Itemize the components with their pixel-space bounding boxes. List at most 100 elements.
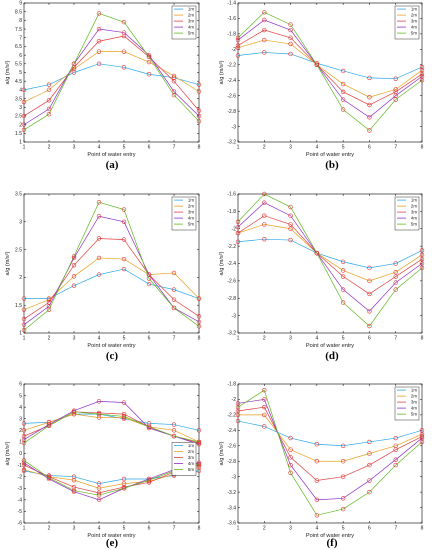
data-point bbox=[21, 467, 27, 472]
series-line-5m bbox=[237, 11, 423, 131]
data-point bbox=[171, 305, 177, 311]
data-point bbox=[262, 404, 267, 410]
y-tick-label: -3.4 bbox=[227, 505, 236, 511]
series-line-5m bbox=[23, 460, 200, 496]
data-point bbox=[121, 400, 127, 405]
legend-item-label: 2m bbox=[411, 394, 417, 399]
legend-item-label: 4m bbox=[188, 461, 194, 466]
y-tick-label: 1 bbox=[19, 440, 22, 446]
data-point bbox=[419, 439, 425, 445]
data-point bbox=[340, 300, 346, 305]
data-point bbox=[196, 82, 202, 87]
data-point bbox=[288, 462, 293, 468]
x-tick-label: 8 bbox=[198, 336, 201, 342]
y-tick-label: 7 bbox=[19, 35, 22, 41]
plot-area bbox=[237, 2, 423, 143]
data-point bbox=[96, 214, 102, 219]
legend-item-label: 3m bbox=[411, 210, 417, 215]
chart-panel-5: 1 2 3 4 5 6 7 8 -6 -5 -4 -3 -2 -1 0 1 2 3 4 5 6 Point of wate… bbox=[5, 382, 202, 549]
legend-item-label: 4m bbox=[411, 216, 417, 221]
x-tick-label: 7 bbox=[394, 145, 397, 151]
x-tick-label: 3 bbox=[289, 336, 292, 342]
data-point bbox=[314, 459, 320, 464]
data-point bbox=[288, 447, 293, 452]
data-point bbox=[21, 127, 27, 133]
legend-box bbox=[171, 5, 197, 40]
data-point bbox=[146, 477, 152, 483]
legend-item-label: 3m bbox=[188, 19, 194, 24]
y-tick-label: 6 bbox=[19, 382, 22, 388]
y-tick-label: -2 bbox=[232, 226, 237, 232]
x-tick-label: 1 bbox=[237, 145, 240, 151]
y-axis-label: a/g (m/s²) bbox=[219, 441, 225, 465]
data-point bbox=[196, 468, 202, 474]
data-point bbox=[235, 45, 241, 50]
legend-item-label: 2m bbox=[411, 204, 417, 209]
data-point bbox=[121, 484, 127, 490]
data-point bbox=[21, 113, 27, 119]
data-point bbox=[367, 309, 372, 314]
data-point bbox=[419, 261, 425, 266]
data-point bbox=[288, 213, 293, 218]
y-tick-label: 4 bbox=[19, 405, 22, 411]
data-point bbox=[71, 70, 77, 75]
legend-item-label: 3m bbox=[188, 210, 194, 215]
y-tick-label: 0 bbox=[19, 451, 22, 457]
x-tick-label: 3 bbox=[73, 336, 76, 342]
y-tick-label: -2.2 bbox=[227, 413, 236, 419]
x-tick-label: 5 bbox=[342, 336, 345, 342]
data-point bbox=[288, 226, 293, 231]
data-point bbox=[121, 476, 127, 482]
x-axis-label: Point of water entry bbox=[87, 533, 135, 539]
series-line-2m bbox=[237, 224, 423, 282]
chart-panel-4: 1 2 3 4 5 6 7 8 -3.2 -3 -2.8 -2.6 -2.4 -2.2 -2 -1.8 -1.6… bbox=[219, 192, 425, 362]
data-point bbox=[21, 421, 27, 426]
x-tick-label: 7 bbox=[173, 336, 176, 342]
data-point bbox=[71, 488, 77, 493]
data-point bbox=[121, 237, 127, 242]
data-point bbox=[367, 451, 372, 456]
chart-panel-1: 1 2 3 4 5 6 7 8 1 1.5 2 2.5 3 3.5 4 4.5 5 5.5 6 6.5 7 7.5 8 8.5… bbox=[5, 1, 202, 171]
data-point bbox=[71, 477, 77, 483]
x-tick-label: 5 bbox=[342, 145, 345, 151]
y-tick-label: -2 bbox=[18, 474, 23, 480]
panel-label: (d) bbox=[325, 350, 339, 362]
legend-item-label: 1m bbox=[411, 198, 417, 203]
series-line-3m bbox=[237, 29, 423, 106]
data-point bbox=[340, 474, 346, 479]
panel-label: (e) bbox=[106, 537, 119, 549]
x-tick-label: 4 bbox=[98, 145, 101, 151]
legend-item-label: 1m bbox=[188, 7, 194, 12]
legend-item-label: 1m bbox=[411, 388, 417, 393]
series-line-4m bbox=[237, 202, 423, 312]
y-tick-label: -2.8 bbox=[227, 296, 236, 302]
series-line-4m bbox=[237, 19, 423, 118]
y-tick-label: -3 bbox=[232, 124, 237, 130]
series-line-1m bbox=[23, 470, 200, 484]
y-tick-label: -2.2 bbox=[227, 244, 236, 250]
y-tick-label: -3.2 bbox=[227, 331, 236, 337]
data-point bbox=[340, 81, 346, 87]
data-point bbox=[393, 97, 398, 102]
series-line-2m bbox=[237, 39, 423, 98]
data-point bbox=[288, 22, 293, 27]
x-tick-label: 4 bbox=[315, 145, 318, 151]
legend-item-label: 5m bbox=[411, 222, 417, 227]
data-point bbox=[71, 484, 77, 490]
data-point bbox=[146, 424, 152, 430]
panel-label: (a) bbox=[106, 159, 119, 171]
data-point bbox=[340, 459, 346, 464]
y-tick-label: 6.5 bbox=[15, 44, 22, 50]
x-axis-label: Point of water entry bbox=[306, 533, 354, 539]
y-tick-label: 3 bbox=[19, 105, 22, 111]
y-tick-label: -2.6 bbox=[227, 93, 236, 99]
y-tick-label: -2.4 bbox=[227, 428, 236, 434]
data-point bbox=[314, 478, 320, 483]
y-tick-label: -3 bbox=[232, 474, 237, 480]
data-point bbox=[21, 468, 27, 474]
data-point bbox=[96, 39, 102, 44]
data-point bbox=[121, 33, 127, 39]
data-point bbox=[262, 27, 267, 33]
